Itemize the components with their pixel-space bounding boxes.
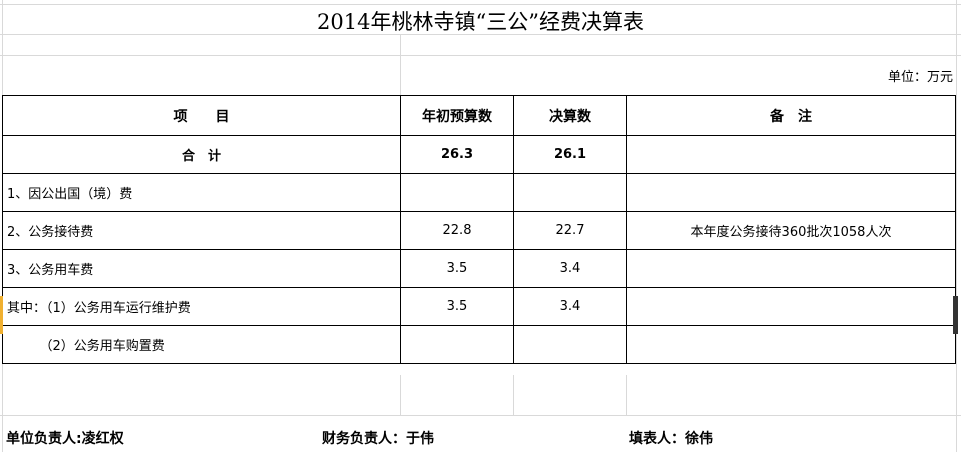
cell-final[interactable]: 26.1 — [513, 135, 627, 174]
cell-item[interactable]: 3、公务用车费 — [2, 249, 401, 288]
cell-budget[interactable]: 3.5 — [400, 287, 514, 326]
cell-final[interactable] — [513, 173, 627, 212]
cell-note[interactable] — [626, 249, 956, 288]
cell-budget[interactable] — [400, 325, 514, 364]
cell-note[interactable] — [626, 287, 956, 326]
cell-note[interactable] — [626, 325, 956, 364]
gridline — [400, 34, 401, 95]
cell-budget[interactable]: 26.3 — [400, 135, 514, 174]
cell-item[interactable]: 2、公务接待费 — [2, 211, 401, 250]
row-marker — [0, 296, 3, 334]
table-row: 3、公务用车费 3.5 3.4 — [2, 249, 956, 288]
gridline — [0, 4, 961, 5]
header-final[interactable]: 决算数 — [513, 95, 627, 136]
gridline — [626, 375, 627, 415]
table-row: （2）公务用车购置费 — [2, 325, 956, 364]
total-row: 合 计 26.3 26.1 — [2, 135, 956, 174]
header-note[interactable]: 备 注 — [626, 95, 956, 136]
unit-head: 单位负责人:凌红权 — [6, 431, 124, 447]
cell-final[interactable]: 3.4 — [513, 249, 627, 288]
table-row: 1、因公出国（境）费 — [2, 173, 956, 212]
cell-budget[interactable]: 22.8 — [400, 211, 514, 250]
cell-item[interactable]: 合 计 — [2, 135, 401, 174]
cell-final[interactable]: 3.4 — [513, 287, 627, 326]
cell-note[interactable]: 本年度公务接待360批次1058人次 — [626, 211, 956, 250]
header-item[interactable]: 项 目 — [2, 95, 401, 136]
gridline — [956, 0, 957, 452]
preparer: 填表人：徐伟 — [629, 431, 713, 447]
header-row: 项 目 年初预算数 决算数 备 注 — [2, 95, 956, 136]
cell-final[interactable] — [513, 325, 627, 364]
gridline — [0, 55, 961, 56]
table-row: 其中：（1）公务用车运行维护费 3.5 3.4 — [2, 287, 956, 326]
finance-head: 财务负责人：于伟 — [322, 431, 434, 447]
table-row: 2、公务接待费 22.8 22.7 本年度公务接待360批次1058人次 — [2, 211, 956, 250]
cell-final[interactable]: 22.7 — [513, 211, 627, 250]
cell-item[interactable]: （2）公务用车购置费 — [2, 325, 401, 364]
header-budget[interactable]: 年初预算数 — [400, 95, 514, 136]
gridline — [400, 375, 401, 415]
gridline — [0, 34, 961, 35]
cell-budget[interactable] — [400, 173, 514, 212]
cell-note[interactable] — [626, 173, 956, 212]
cell-item[interactable]: 1、因公出国（境）费 — [2, 173, 401, 212]
sheet-title: 2014年桃林寺镇“三公”经费决算表 — [317, 10, 644, 34]
gridline — [0, 415, 961, 416]
gridline — [513, 375, 514, 415]
cell-item[interactable]: 其中：（1）公务用车运行维护费 — [2, 287, 401, 326]
expense-table: 项 目 年初预算数 决算数 备 注 合 计 26.3 26.1 1、因公出国（境… — [2, 95, 956, 364]
unit-label: 单位：万元 — [887, 70, 953, 85]
cell-budget[interactable]: 3.5 — [400, 249, 514, 288]
selection-handle[interactable] — [953, 296, 958, 334]
cell-note[interactable] — [626, 135, 956, 174]
